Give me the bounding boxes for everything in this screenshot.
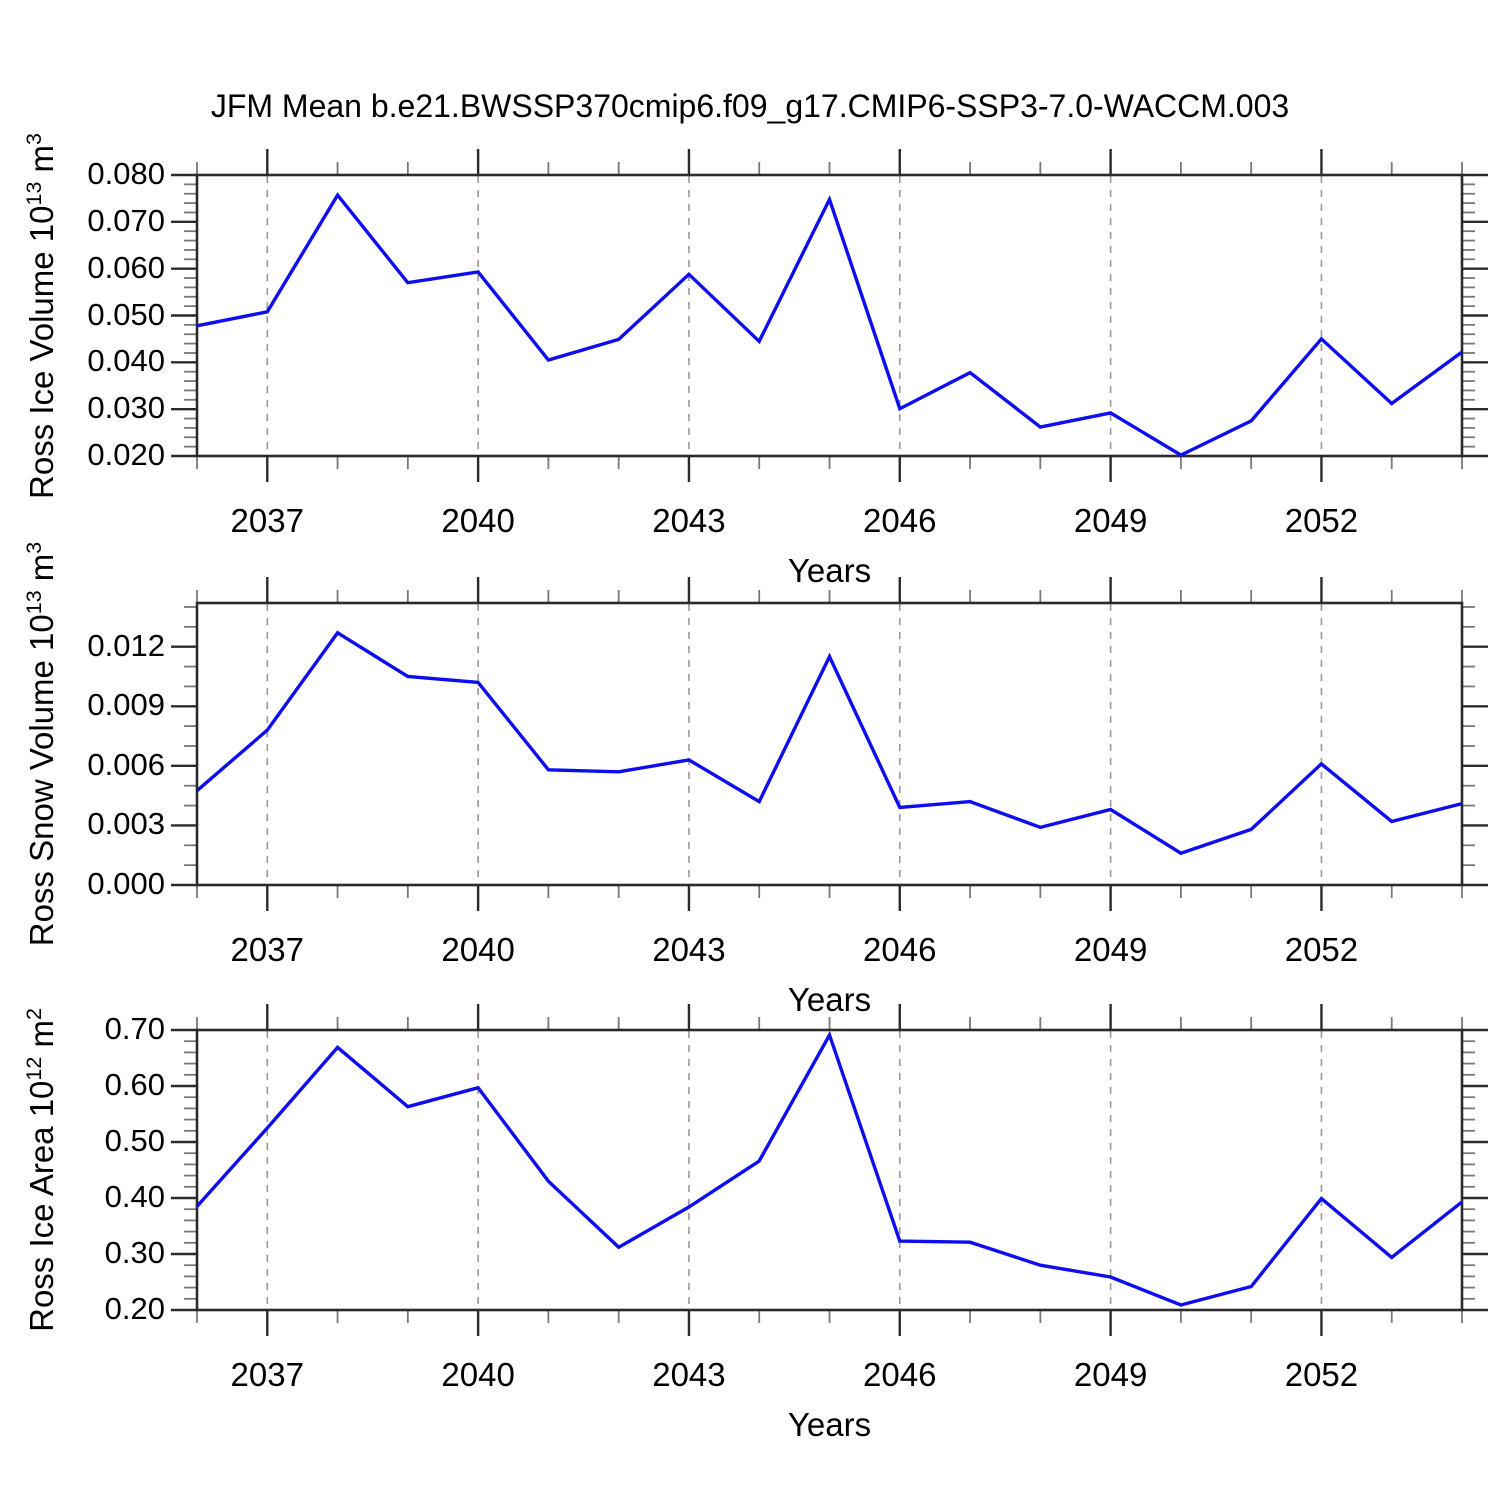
- ross-ice-area-xaxis-title: Years: [787, 1406, 872, 1443]
- superscript: 3: [22, 132, 46, 145]
- ross-ice-volume-plot-box: [195, 173, 1464, 458]
- ross-ice-area-ytick-label: 0.30: [104, 1235, 165, 1270]
- ross-ice-volume-xtick-label: 2046: [863, 502, 937, 539]
- ross-snow-volume-xaxis-title: Years: [787, 981, 872, 1018]
- ross-ice-area-ytick-label: 0.50: [104, 1123, 165, 1158]
- ross-ice-volume-ytick-label: 0.070: [87, 202, 165, 238]
- ross-ice-volume-series-line: [196, 192, 1464, 458]
- ross-ice-volume-ytick-label: 0.040: [87, 343, 165, 379]
- ross-ice-volume-ytick-label: 0.060: [87, 249, 165, 285]
- ross-snow-volume-ytick-label: 0.012: [87, 627, 165, 663]
- ross-ice-volume-ytick-label: 0.080: [87, 156, 165, 191]
- ross-snow-volume-xtick-label: 2046: [863, 931, 937, 968]
- ross-snow-volume-ytick-label: 0.003: [87, 806, 165, 842]
- ross-ice-area-series-line: [195, 1030, 1464, 1307]
- ross-ice-volume-xtick-label: 2043: [652, 502, 726, 539]
- ross-snow-volume-series-line: [195, 630, 1463, 856]
- ross-snow-volume-xtick-label: 2043: [652, 931, 726, 968]
- ross-ice-area-ytick-label: 0.20: [104, 1291, 165, 1326]
- ross-ice-volume-xaxis-title: Years: [787, 552, 872, 589]
- ross-ice-area-xtick-label: 2049: [1073, 1356, 1148, 1393]
- superscript: 2: [22, 1008, 46, 1021]
- ross-ice-area-plot-box: [195, 1028, 1464, 1312]
- superscript: 3: [22, 541, 46, 554]
- ross-ice-volume-ytick-label: 0.050: [87, 296, 165, 332]
- ross-snow-volume-plot-box: [195, 601, 1464, 887]
- ross-ice-area-xtick-label: 2046: [863, 1356, 937, 1393]
- ross-ice-area-xtick-label: 2043: [652, 1356, 726, 1393]
- ross-ice-volume-ytick-label: 0.030: [87, 390, 165, 426]
- ross-snow-volume-ytick-label: 0.006: [87, 746, 165, 782]
- ross-snow-volume-xtick-label: 2040: [441, 931, 515, 968]
- ross-ice-volume-xtick-label: 2037: [230, 502, 304, 539]
- ross-snow-volume-xtick-label: 2037: [230, 931, 304, 968]
- ross-ice-volume-xtick-label: 2040: [441, 502, 515, 539]
- ross-snow-volume-ytick-label: 0.009: [87, 687, 165, 723]
- ross-snow-volume-ytick-label: 0.000: [87, 866, 165, 901]
- ross-ice-area-ytick-label: 0.40: [104, 1179, 165, 1214]
- chart-title: JFM Mean b.e21.BWSSP370cmip6.f09_g17.CMI…: [210, 88, 1290, 124]
- ross-ice-area-ytick-label: 0.70: [104, 1011, 165, 1046]
- superscript: 13: [22, 181, 46, 205]
- ross-snow-volume-xtick-label: 2052: [1284, 931, 1359, 968]
- ross-ice-area-xtick-label: 2037: [230, 1356, 304, 1393]
- ross-snow-volume-xtick-label: 2049: [1073, 931, 1148, 968]
- superscript: 12: [22, 1056, 46, 1081]
- ross-ice-volume-xtick-label: 2052: [1284, 502, 1359, 539]
- ross-ice-area-yaxis-title: Ross Ice Area 1012 m2: [22, 1008, 60, 1332]
- ross-ice-area-xtick-label: 2040: [441, 1356, 515, 1393]
- ross-ice-volume-xtick-label: 2049: [1073, 502, 1148, 539]
- ross-ice-area-ytick-label: 0.60: [104, 1067, 165, 1102]
- ross-ice-area-xtick-label: 2052: [1284, 1356, 1359, 1393]
- ross-ice-volume-ytick-label: 0.020: [87, 437, 165, 472]
- superscript: 13: [22, 590, 46, 615]
